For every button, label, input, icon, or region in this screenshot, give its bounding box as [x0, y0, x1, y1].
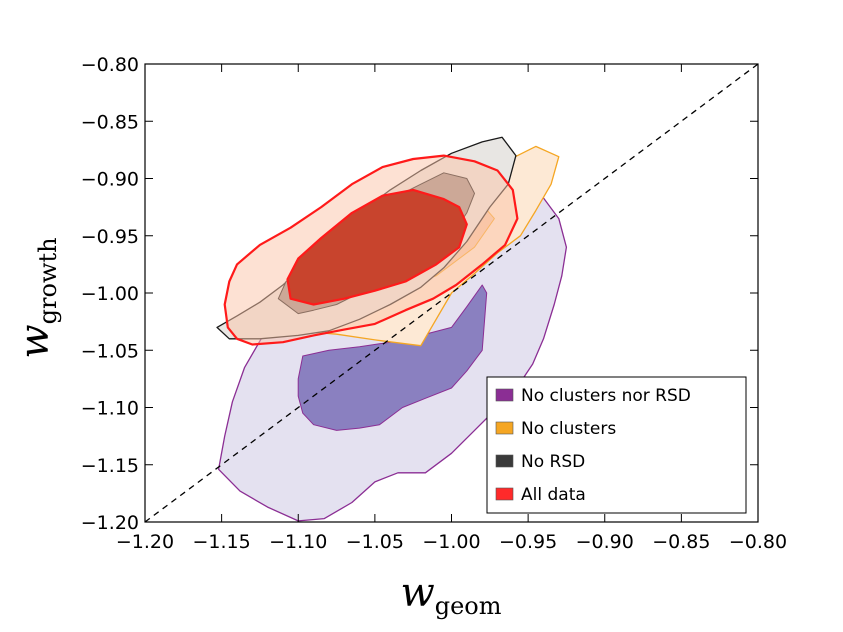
contour-layer	[216, 136, 568, 522]
x-tick-label: −0.80	[729, 531, 787, 553]
no-clusters-nor-rsd-inner-contour	[297, 284, 488, 431]
x-tick-label: −0.95	[499, 531, 557, 553]
legend-swatch-no-clusters-nor-rsd	[495, 388, 514, 402]
legend-swatch-no-clusters	[495, 421, 514, 435]
legend-label-no-clusters-nor-rsd: No clusters nor RSD	[521, 386, 691, 406]
legend-swatch-no-rsd	[495, 454, 514, 468]
x-axis-label-base: w	[400, 570, 434, 616]
legend-label-no-rsd: No RSD	[521, 452, 585, 472]
y-tick-label: −1.20	[81, 512, 139, 534]
y-axis-label-base: w	[12, 324, 58, 358]
y-axis-label-subscript: growth	[34, 237, 62, 324]
legend-entry-no-clusters: No clusters	[495, 419, 616, 439]
x-tick-label: −1.15	[193, 531, 251, 553]
y-tick-label: −0.95	[81, 226, 139, 248]
legend: No clusters nor RSD No clusters No RSD A…	[486, 376, 747, 514]
legend-swatch-all-data	[495, 487, 514, 501]
x-axis-label: wgeom	[400, 570, 501, 620]
y-tick-label: −1.05	[81, 340, 139, 362]
legend-frame	[486, 376, 747, 514]
legend-label-all-data: All data	[521, 485, 586, 505]
y-tick-label: −0.85	[81, 111, 139, 133]
y-tick-label: −1.15	[81, 455, 139, 477]
x-axis-label-subscript: geom	[435, 592, 502, 620]
y-tick-label: −1.10	[81, 398, 139, 420]
legend-entry-all-data: All data	[495, 485, 586, 505]
y-axis-label: wgrowth	[12, 237, 62, 358]
y-axis-ticks: −1.20 −1.15 −1.10 −1.05 −1.00 −0.95 −0.90 −0.85…	[81, 54, 758, 534]
legend-entry-no-rsd: No RSD	[495, 452, 585, 472]
x-tick-label: −1.20	[116, 531, 174, 553]
legend-label-no-clusters: No clusters	[521, 419, 616, 439]
x-tick-label: −1.05	[346, 531, 404, 553]
all-data-inner-contour	[286, 188, 468, 306]
legend-entry-no-clusters-nor-rsd: No clusters nor RSD	[495, 386, 691, 406]
x-tick-label: −1.00	[422, 531, 480, 553]
y-tick-label: −0.90	[81, 169, 139, 191]
y-tick-label: −0.80	[81, 54, 139, 76]
x-tick-label: −1.10	[269, 531, 327, 553]
x-axis-ticks: −1.20 −1.15 −1.10 −1.05 −1.00 −0.95 −0.90 −0.85…	[116, 64, 787, 553]
x-tick-label: −0.90	[576, 531, 634, 553]
y-tick-label: −1.00	[81, 283, 139, 305]
x-tick-label: −0.85	[652, 531, 710, 553]
